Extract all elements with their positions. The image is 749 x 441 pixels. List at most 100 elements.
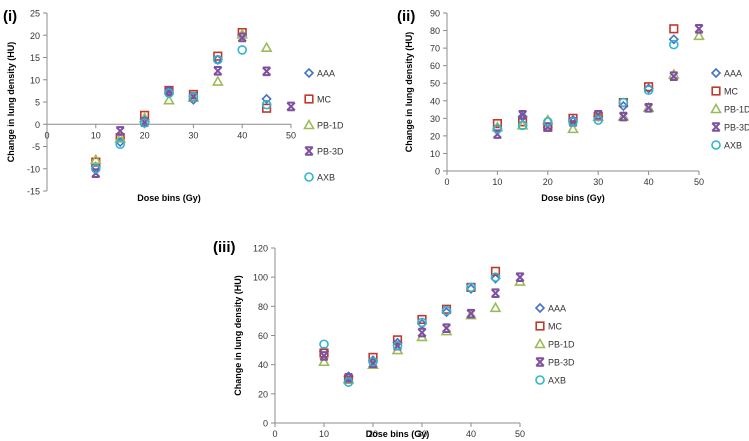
x-tick-label: 20 (368, 429, 378, 439)
data-point (644, 103, 654, 113)
x-tick-label: 50 (694, 177, 704, 187)
y-axis-title: Change in lung density (HU) (6, 42, 16, 163)
data-point (618, 97, 629, 108)
data-point (213, 66, 223, 76)
legend-label: AXB (724, 141, 742, 151)
data-point (465, 283, 477, 294)
legend-marker (303, 67, 315, 79)
data-point (163, 94, 175, 105)
legend-marker (711, 86, 721, 96)
data-point (515, 272, 525, 282)
data-point (260, 41, 273, 53)
legend-label: MC (548, 322, 562, 332)
legend-marker (710, 102, 722, 114)
legend-label: AAA (548, 304, 566, 314)
y-tick-label: 40 (430, 96, 440, 106)
data-point (593, 110, 603, 120)
y-tick-label: 20 (430, 131, 440, 141)
legend-marker (534, 302, 546, 314)
data-point (492, 119, 503, 129)
panel-label: (i) (3, 8, 17, 25)
data-point (441, 307, 452, 318)
y-tick-label: 50 (430, 79, 440, 89)
y-tick-label: 15 (30, 53, 40, 63)
data-point (593, 115, 604, 125)
data-point (466, 282, 476, 293)
data-point (694, 24, 704, 34)
data-point (618, 111, 628, 122)
legend-marker (711, 140, 721, 150)
y-tick-label: 0 (263, 419, 268, 429)
data-point (213, 54, 223, 65)
legend-label: PB-3D (317, 147, 344, 157)
x-tick-label: 10 (319, 429, 329, 439)
x-axis-title: Dose bins (Gy) (541, 193, 605, 203)
data-point (568, 117, 578, 127)
y-tick-label: -15 (27, 187, 40, 197)
data-point (188, 91, 199, 102)
data-point (417, 317, 427, 328)
series-pb-1d (318, 275, 526, 384)
data-point (518, 110, 528, 120)
y-tick-label: 0 (35, 120, 40, 130)
data-point (441, 305, 452, 316)
y-tick-label: 120 (253, 244, 268, 254)
data-point (262, 66, 272, 77)
x-tick-label: 20 (140, 130, 150, 140)
panel-label: (iii) (213, 239, 236, 256)
y-tick-label: 40 (258, 360, 268, 370)
legend-marker (711, 122, 721, 132)
x-tick-label: 30 (188, 130, 198, 140)
legend-marker (534, 337, 546, 349)
y-tick-label: 10 (30, 75, 40, 85)
legend-label: AXB (317, 173, 335, 183)
data-point (490, 266, 501, 276)
data-point (392, 340, 403, 351)
legend: AAA MC PB-1D PB-3D AXB (303, 67, 344, 183)
data-point (319, 351, 329, 361)
x-tick-label: 0 (44, 130, 49, 140)
x-tick-label: 30 (417, 429, 427, 439)
data-point (669, 71, 679, 81)
data-point (466, 308, 476, 319)
data-point (492, 129, 502, 139)
y-tick-label: 20 (258, 389, 268, 399)
data-point (368, 356, 378, 367)
legend-label: MC (724, 87, 738, 97)
data-point (693, 29, 705, 41)
data-point (91, 163, 101, 174)
data-point (343, 377, 354, 387)
x-tick-label: 10 (91, 130, 101, 140)
y-tick-label: 30 (430, 114, 440, 124)
legend-marker (304, 146, 314, 156)
series-aaa (90, 30, 272, 172)
legend-marker (535, 321, 545, 331)
data-point (115, 126, 125, 136)
y-tick-label: 100 (253, 273, 268, 283)
data-point (164, 86, 174, 97)
chart-panel-3: (iii) 0 20 40 60 80 100 120 0 10 20 30 40 50 Dose bins… (213, 239, 575, 439)
data-point (668, 39, 679, 50)
legend-marker (710, 67, 722, 79)
chart-panel-1: (i) -15 -10 -5 0 5 10 15 20 25 0 10 20 30 40 50 Dose bin… (3, 8, 344, 203)
legend-label: AAA (724, 69, 742, 79)
series-pb-3d (492, 24, 704, 139)
legend-marker (304, 94, 314, 104)
x-tick-label: 0 (272, 429, 277, 439)
data-point (261, 93, 272, 105)
data-point (669, 24, 679, 34)
x-tick-label: 40 (466, 429, 476, 439)
data-point (490, 288, 501, 299)
panel-label: (ii) (397, 8, 415, 25)
data-point (392, 335, 403, 345)
data-point (237, 45, 247, 55)
data-point (211, 75, 224, 86)
data-point (140, 117, 150, 127)
legend: AAA MC PB-1D PB-3D AXB (710, 67, 749, 151)
legend-label: PB-3D (548, 358, 575, 368)
legend-label: MC (317, 95, 331, 105)
x-axis-title: Dose bins (Gy) (137, 193, 201, 203)
y-axis-title: Change in lung density (HU) (233, 275, 243, 396)
x-tick-label: 30 (593, 177, 603, 187)
data-point (318, 355, 330, 367)
